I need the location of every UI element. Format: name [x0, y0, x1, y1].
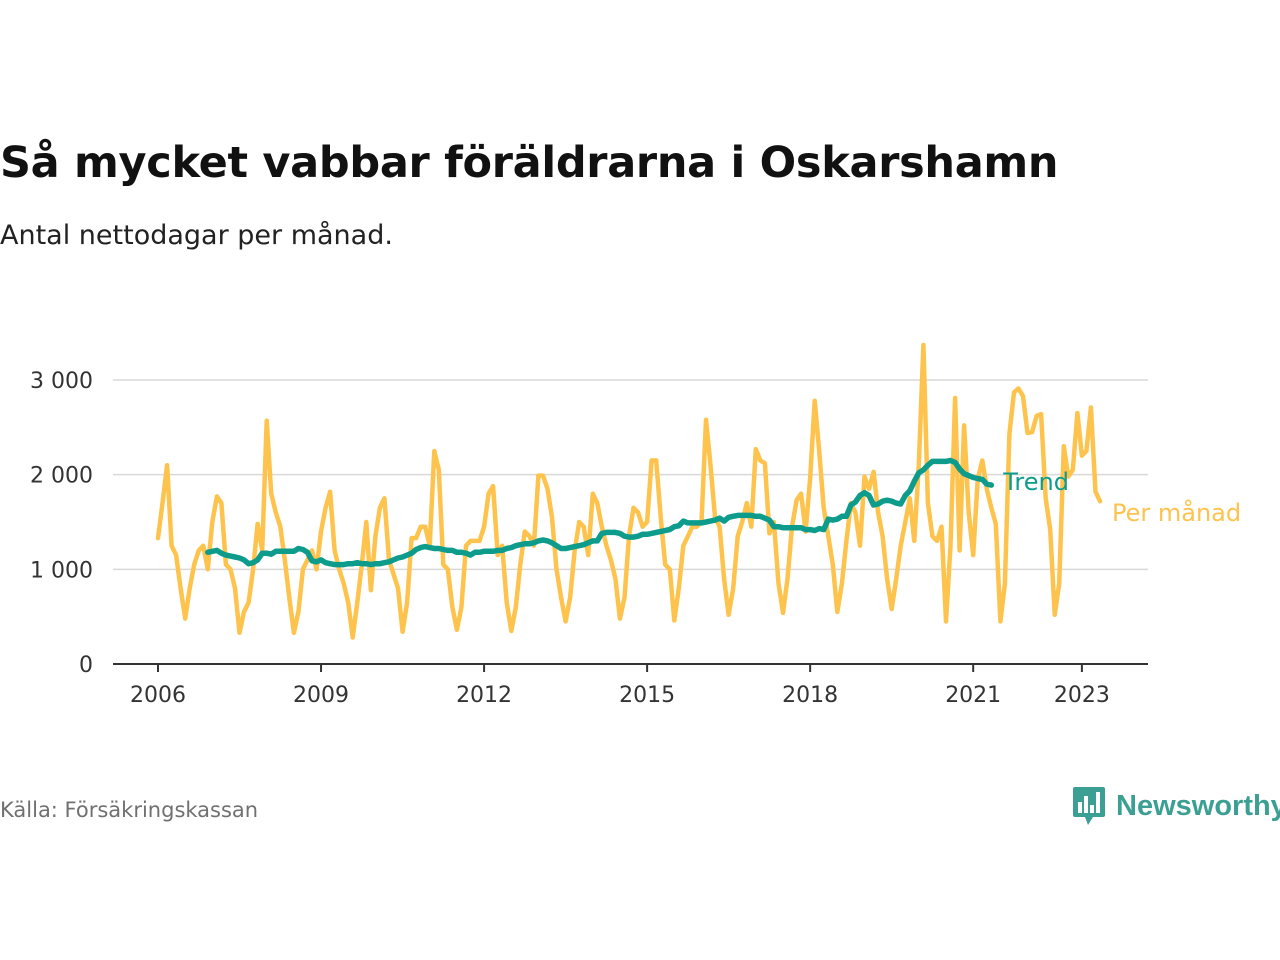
- x-axis-ticks: 2006 2009 2012 2015 2018 2021 2023: [130, 664, 1110, 708]
- y-tick-label: 3 000: [30, 369, 93, 394]
- x-tick-label: 2009: [293, 683, 349, 708]
- y-axis-ticks: 0 1 000 2 000 3 000: [30, 369, 93, 678]
- y-tick-label: 1 000: [30, 558, 93, 583]
- x-tick-label: 2012: [456, 683, 512, 708]
- chart-subtitle: Antal nettodagar per månad.: [0, 220, 393, 251]
- x-tick-label: 2021: [945, 683, 1001, 708]
- chart-title: Så mycket vabbar föräldrarna i Oskarsham…: [0, 138, 1059, 188]
- x-tick-label: 2018: [782, 683, 838, 708]
- monthly-series-line: [155, 342, 1103, 640]
- series-label: Per månad: [1112, 498, 1241, 527]
- gridlines: [113, 379, 1148, 665]
- y-tick-label: 0: [79, 653, 93, 678]
- x-tick-label: 2015: [619, 683, 675, 708]
- brand-name: Newsworthy: [1116, 789, 1280, 822]
- y-tick-label: 2 000: [30, 464, 93, 489]
- brand-logo: Newsworthy: [1072, 784, 1280, 828]
- source-note: Källa: Försäkringskassan: [0, 798, 259, 822]
- series-lines: [155, 342, 1103, 640]
- series-labels: Per månad Trend: [1002, 468, 1241, 527]
- line-chart: 0 1 000 2 000 3 000 2006 2009 2012 2015 2018 202…: [30, 342, 1241, 708]
- series-label: Trend: [1002, 468, 1069, 496]
- x-tick-label: 2006: [130, 683, 186, 708]
- x-tick-label: 2023: [1054, 683, 1110, 708]
- trend-series-line: [205, 457, 995, 568]
- bar-chart-speech-bubble-icon: [1073, 787, 1105, 825]
